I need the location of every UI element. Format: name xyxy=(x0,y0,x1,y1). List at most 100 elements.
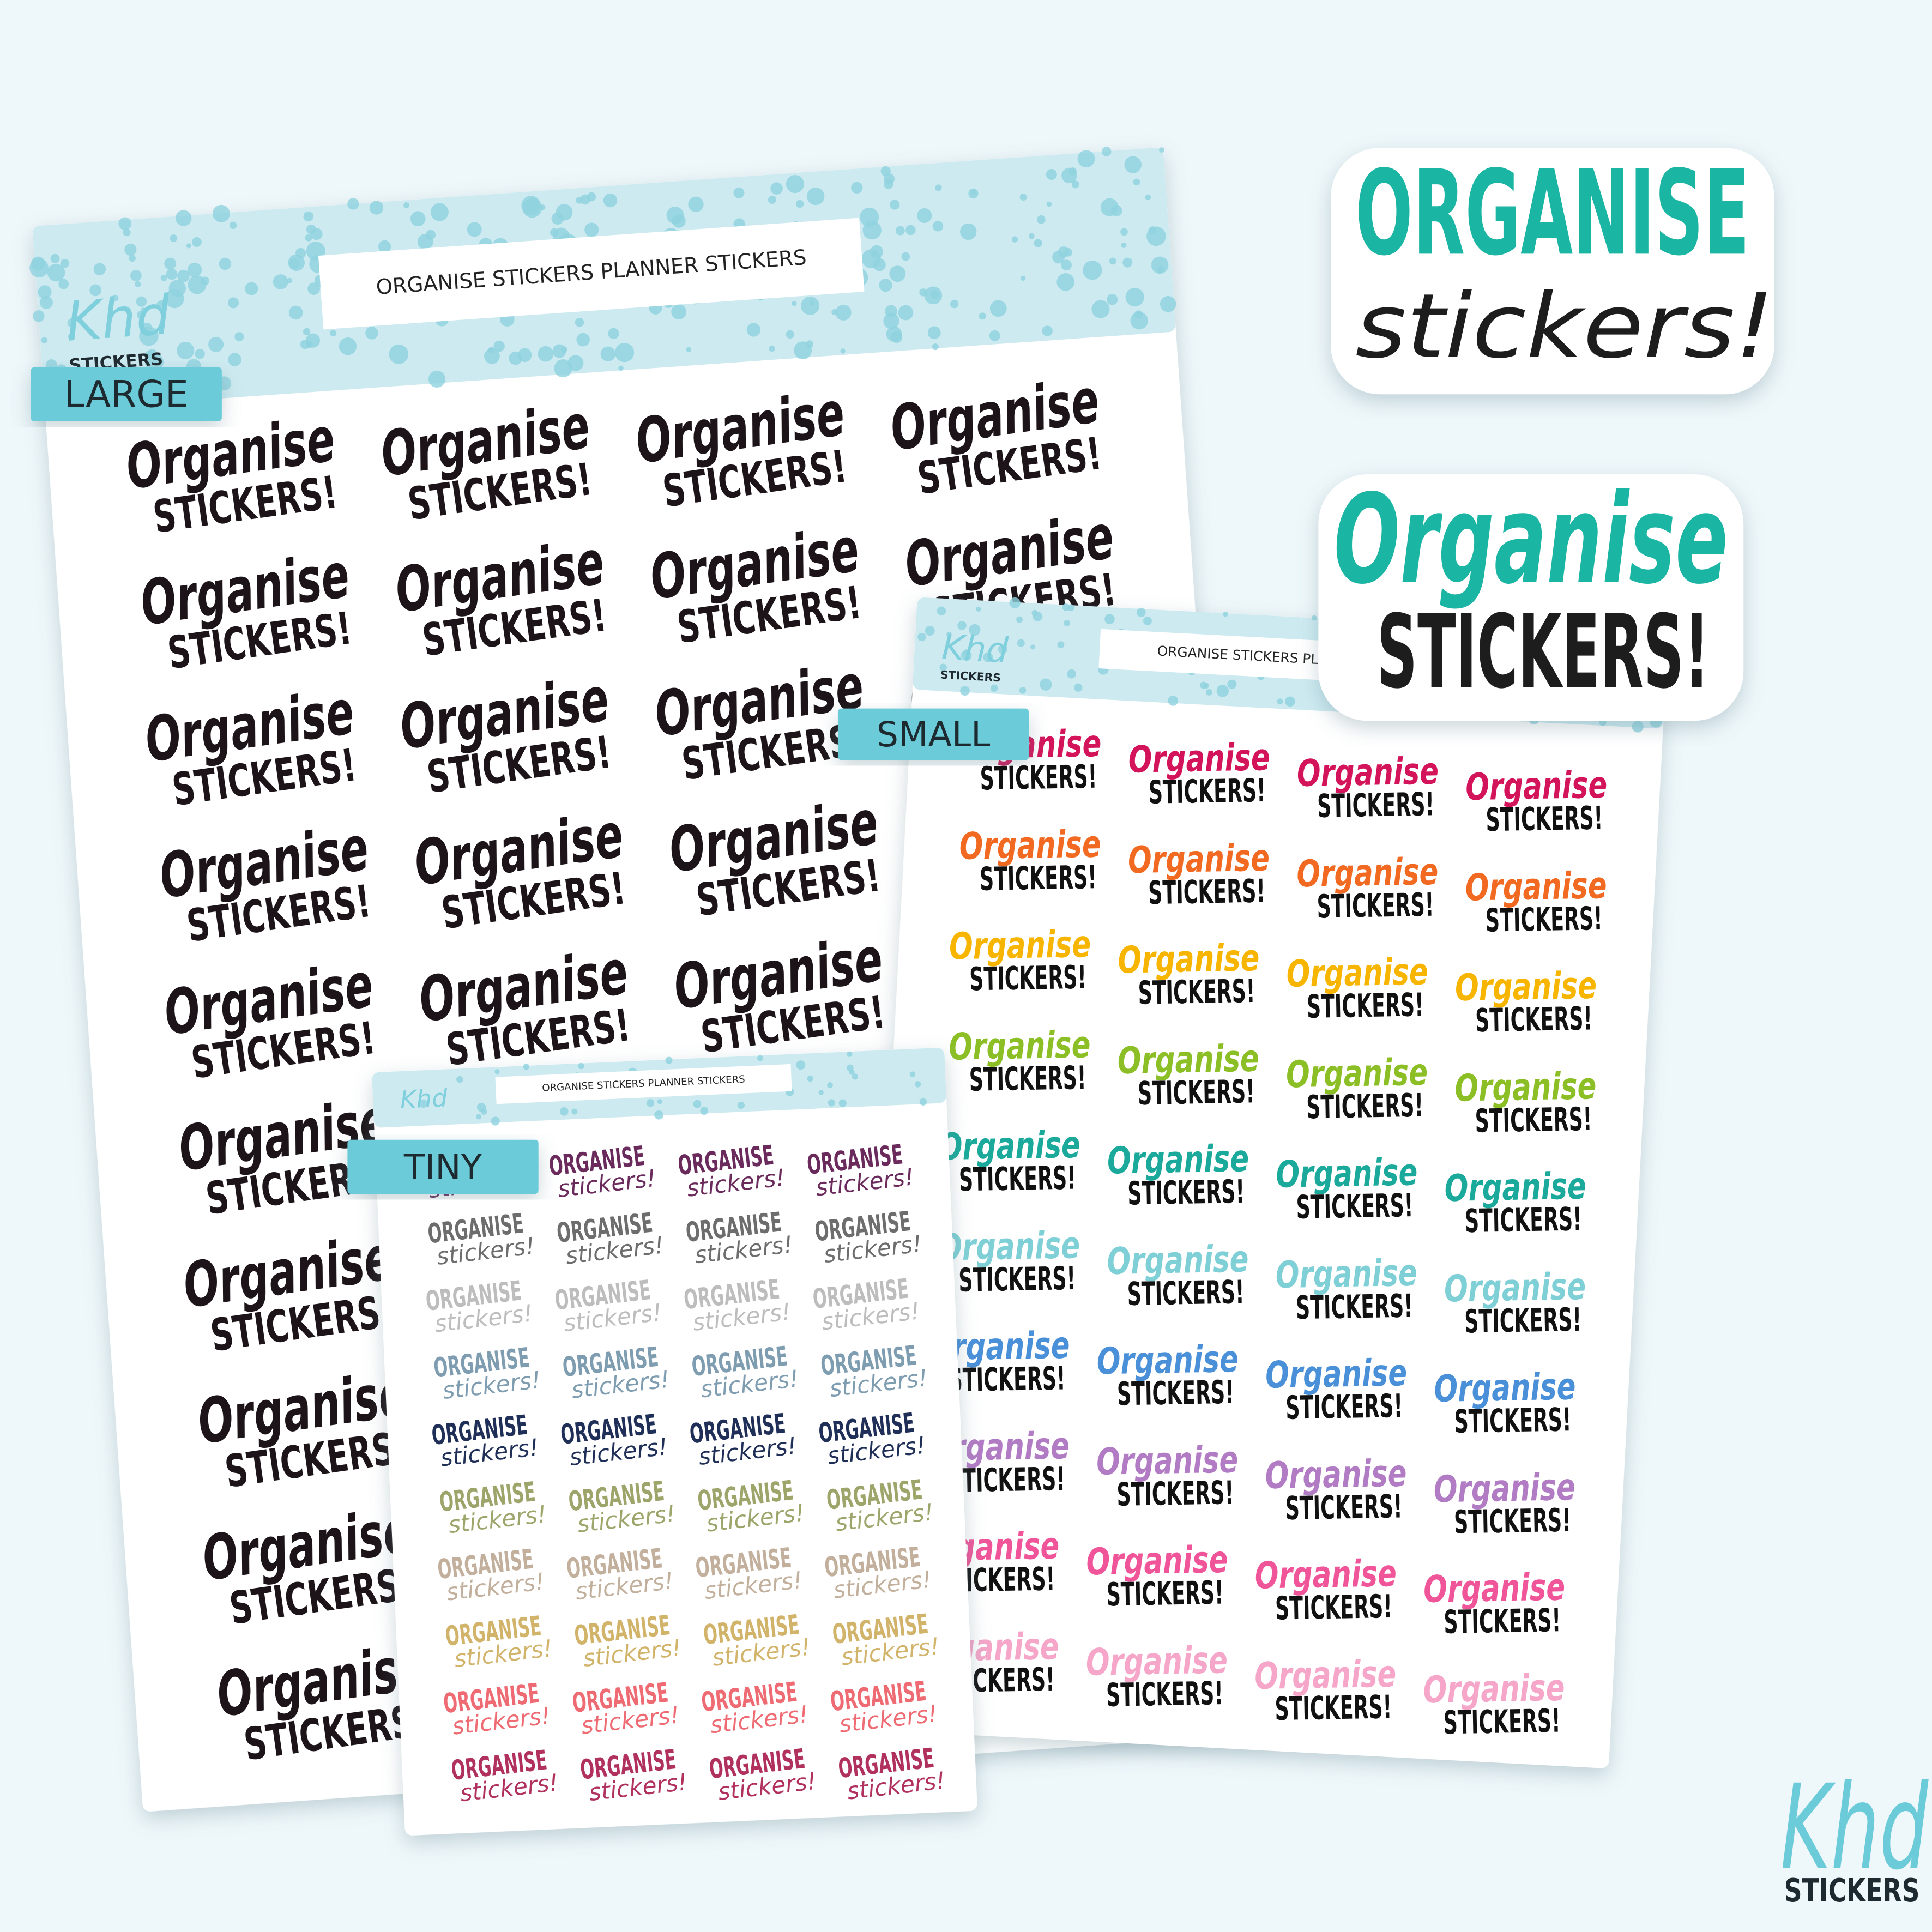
sticker-bottom: STICKERS! xyxy=(1453,1501,1571,1541)
header-dot xyxy=(914,1081,921,1088)
header-dot xyxy=(1146,226,1166,246)
header-dot xyxy=(1145,194,1151,201)
header-dot xyxy=(123,228,131,237)
header-dot xyxy=(176,210,192,226)
header-dot xyxy=(693,1100,702,1108)
header-dot xyxy=(925,626,935,636)
header-dot xyxy=(671,304,687,319)
header-dot xyxy=(29,258,49,277)
sticker-top: Organise xyxy=(1085,1638,1228,1684)
header-dot xyxy=(430,203,449,221)
header-dot xyxy=(1030,644,1036,650)
header-dot xyxy=(905,225,916,236)
header-dot xyxy=(768,195,776,204)
sticker-top: Organise xyxy=(1444,1265,1586,1311)
header-dot xyxy=(521,196,541,215)
header-dot xyxy=(1046,168,1057,180)
header-dot xyxy=(924,286,943,305)
size-tab xyxy=(31,367,222,421)
header-dot xyxy=(1064,620,1071,627)
header-dot xyxy=(957,621,967,630)
sticker-bottom: STICKERS! xyxy=(958,1259,1076,1299)
header-dot xyxy=(554,359,572,378)
header-dot xyxy=(1009,597,1021,608)
header-dot xyxy=(917,208,932,224)
brand-word: STICKERS xyxy=(1784,1871,1920,1909)
sticker-top: Organise xyxy=(1444,1164,1586,1210)
sticker-top: Organise xyxy=(938,1223,1080,1269)
header-dot xyxy=(801,296,820,315)
header-dot xyxy=(68,333,75,340)
header-dot xyxy=(559,1107,569,1116)
header-dot xyxy=(1168,696,1179,706)
header-dot xyxy=(807,187,825,206)
header-dot xyxy=(862,221,882,240)
sticker-top: Organise xyxy=(1433,1465,1575,1511)
sticker-top: Organise xyxy=(1465,763,1608,809)
header-dot xyxy=(208,336,224,352)
header-dot xyxy=(1091,300,1110,318)
sheet-title-box xyxy=(318,218,865,330)
header-dot xyxy=(1062,603,1070,611)
sticker-top: Organise xyxy=(1423,1666,1565,1712)
header-dot xyxy=(1052,251,1065,264)
header-dot xyxy=(517,348,532,363)
sticker-bottom: STICKERS! xyxy=(1444,1601,1561,1641)
header-dot xyxy=(818,1090,824,1095)
brand-script: Khd xyxy=(1780,1759,1929,1895)
header-dot xyxy=(969,624,981,636)
header-dot xyxy=(480,1108,487,1115)
header-dot xyxy=(89,284,101,297)
sticker-top: Organise xyxy=(1086,1538,1228,1584)
header-dot xyxy=(484,348,500,364)
header-dot xyxy=(919,1098,927,1106)
size-tab xyxy=(347,1139,539,1194)
header-dot xyxy=(968,188,979,199)
header-dot xyxy=(476,1114,482,1120)
header-dot xyxy=(960,223,977,240)
header-dot xyxy=(838,1099,847,1107)
header-dot xyxy=(1206,689,1212,696)
header-dot xyxy=(1100,198,1119,216)
header-dot xyxy=(1312,615,1317,621)
header-dot xyxy=(1016,616,1023,623)
header-dot xyxy=(889,265,906,282)
header-dot xyxy=(1031,609,1038,617)
header-dot xyxy=(1017,639,1025,647)
header-dot xyxy=(852,1073,858,1080)
featured-sticker xyxy=(1331,148,1774,395)
header-dot xyxy=(1036,215,1046,224)
size-tab-label: LARGE xyxy=(64,372,189,415)
sheet-logo-word: STICKERS xyxy=(940,668,1001,685)
header-dot xyxy=(369,201,384,215)
sticker-top: Organise xyxy=(1096,1337,1239,1383)
header-dot xyxy=(1046,201,1052,207)
header-dot xyxy=(1071,180,1079,189)
header-dot xyxy=(93,263,106,275)
featured-bottom: STICKERS! xyxy=(1377,593,1710,711)
header-dot xyxy=(1124,156,1142,173)
header-dot xyxy=(288,305,303,320)
header-dot xyxy=(700,1107,709,1115)
sticker-top: Organise xyxy=(1423,1565,1566,1611)
header-dot xyxy=(310,228,323,240)
header-dot xyxy=(746,323,761,337)
header-dot xyxy=(939,663,947,672)
header-dot xyxy=(1120,228,1128,236)
sticker-bottom: STICKERS! xyxy=(1285,1487,1403,1527)
header-dot xyxy=(1042,325,1053,336)
header-dot xyxy=(1136,608,1146,617)
sheet-title-box xyxy=(495,1064,792,1104)
sticker-top: Organise xyxy=(1276,1150,1418,1196)
header-dot xyxy=(849,1069,855,1075)
header-dot xyxy=(608,328,619,340)
sticker-top: Organise xyxy=(1128,735,1270,781)
header-dot xyxy=(330,330,337,337)
header-dot xyxy=(1019,194,1027,201)
sticker-top: Organise xyxy=(1107,1237,1249,1283)
header-dot xyxy=(229,221,237,230)
header-dot xyxy=(129,255,136,262)
sticker-bottom: STICKERS! xyxy=(1285,1387,1403,1427)
header-dot xyxy=(1203,683,1209,689)
